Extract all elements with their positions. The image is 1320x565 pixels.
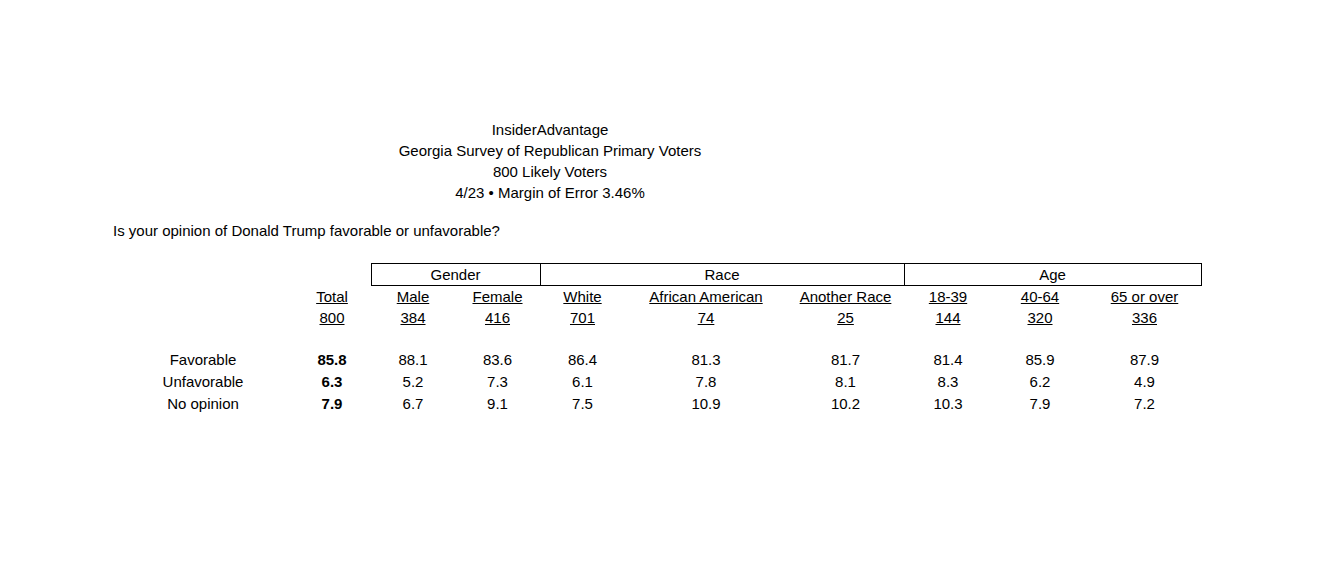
col-header-another-race: Another Race <box>787 286 904 307</box>
table-row-favorable: Favorable 85.8 88.1 83.6 86.4 81.3 81.7 … <box>113 349 1201 371</box>
cell-value: 88.1 <box>371 349 455 371</box>
org-name: InsiderAdvantage <box>0 119 1100 140</box>
sample-size-female: 416 <box>455 307 540 328</box>
sample-size-18-39: 144 <box>904 307 992 328</box>
cell-value: 5.2 <box>371 371 455 393</box>
group-header-row: Gender Race Age <box>113 264 1201 286</box>
cell-value: 10.2 <box>787 393 904 415</box>
cell-value: 85.9 <box>992 349 1088 371</box>
sample-size-40-64: 320 <box>992 307 1088 328</box>
cell-value: 87.9 <box>1088 349 1201 371</box>
col-header-african-american: African American <box>625 286 787 307</box>
group-header-empty <box>113 264 371 286</box>
sample-size-empty <box>113 307 293 328</box>
crosstab-table: Gender Race Age Total Male Female White … <box>113 263 1202 415</box>
cell-value: 7.3 <box>455 371 540 393</box>
col-header-white: White <box>540 286 625 307</box>
row-label: No opinion <box>113 393 293 415</box>
document-page: InsiderAdvantage Georgia Survey of Repub… <box>0 0 1320 565</box>
survey-header: InsiderAdvantage Georgia Survey of Repub… <box>0 119 1100 203</box>
cell-value: 81.4 <box>904 349 992 371</box>
col-header-male: Male <box>371 286 455 307</box>
sample-size-row: 800 384 416 701 74 25 144 320 336 <box>113 307 1201 328</box>
cell-value: 85.8 <box>293 349 371 371</box>
cell-value: 10.9 <box>625 393 787 415</box>
column-header-empty <box>113 286 293 307</box>
cell-value: 8.1 <box>787 371 904 393</box>
sample-size-african-american: 74 <box>625 307 787 328</box>
cell-value: 7.9 <box>293 393 371 415</box>
cell-value: 86.4 <box>540 349 625 371</box>
column-header-row: Total Male Female White African American… <box>113 286 1201 307</box>
sample-size-white: 701 <box>540 307 625 328</box>
sample-size-another-race: 25 <box>787 307 904 328</box>
cell-value: 9.1 <box>455 393 540 415</box>
question-text: Is your opinion of Donald Trump favorabl… <box>113 220 500 241</box>
cell-value: 6.1 <box>540 371 625 393</box>
survey-title: Georgia Survey of Republican Primary Vot… <box>0 140 1100 161</box>
group-header-gender: Gender <box>371 264 540 286</box>
cell-value: 83.6 <box>455 349 540 371</box>
cell-value: 81.3 <box>625 349 787 371</box>
col-header-40-64: 40-64 <box>992 286 1088 307</box>
col-header-female: Female <box>455 286 540 307</box>
group-header-race: Race <box>540 264 904 286</box>
col-header-65-or-over: 65 or over <box>1088 286 1201 307</box>
spacer-row <box>113 328 1201 349</box>
sample-size-line: 800 Likely Voters <box>0 161 1100 182</box>
cell-value: 7.8 <box>625 371 787 393</box>
row-label: Unfavorable <box>113 371 293 393</box>
cell-value: 4.9 <box>1088 371 1201 393</box>
sample-size-male: 384 <box>371 307 455 328</box>
table-row-no-opinion: No opinion 7.9 6.7 9.1 7.5 10.9 10.2 10.… <box>113 393 1201 415</box>
cell-value: 6.2 <box>992 371 1088 393</box>
table-row-unfavorable: Unfavorable 6.3 5.2 7.3 6.1 7.8 8.1 8.3 … <box>113 371 1201 393</box>
cell-value: 6.7 <box>371 393 455 415</box>
cell-value: 7.2 <box>1088 393 1201 415</box>
sample-size-65-or-over: 336 <box>1088 307 1201 328</box>
spacer-cell <box>113 328 1201 349</box>
date-margin-of-error: 4/23 • Margin of Error 3.46% <box>0 182 1100 203</box>
cell-value: 10.3 <box>904 393 992 415</box>
row-label: Favorable <box>113 349 293 371</box>
col-header-total: Total <box>293 286 371 307</box>
cell-value: 7.9 <box>992 393 1088 415</box>
sample-size-total: 800 <box>293 307 371 328</box>
col-header-18-39: 18-39 <box>904 286 992 307</box>
cell-value: 7.5 <box>540 393 625 415</box>
cell-value: 81.7 <box>787 349 904 371</box>
cell-value: 8.3 <box>904 371 992 393</box>
cell-value: 6.3 <box>293 371 371 393</box>
group-header-age: Age <box>904 264 1201 286</box>
